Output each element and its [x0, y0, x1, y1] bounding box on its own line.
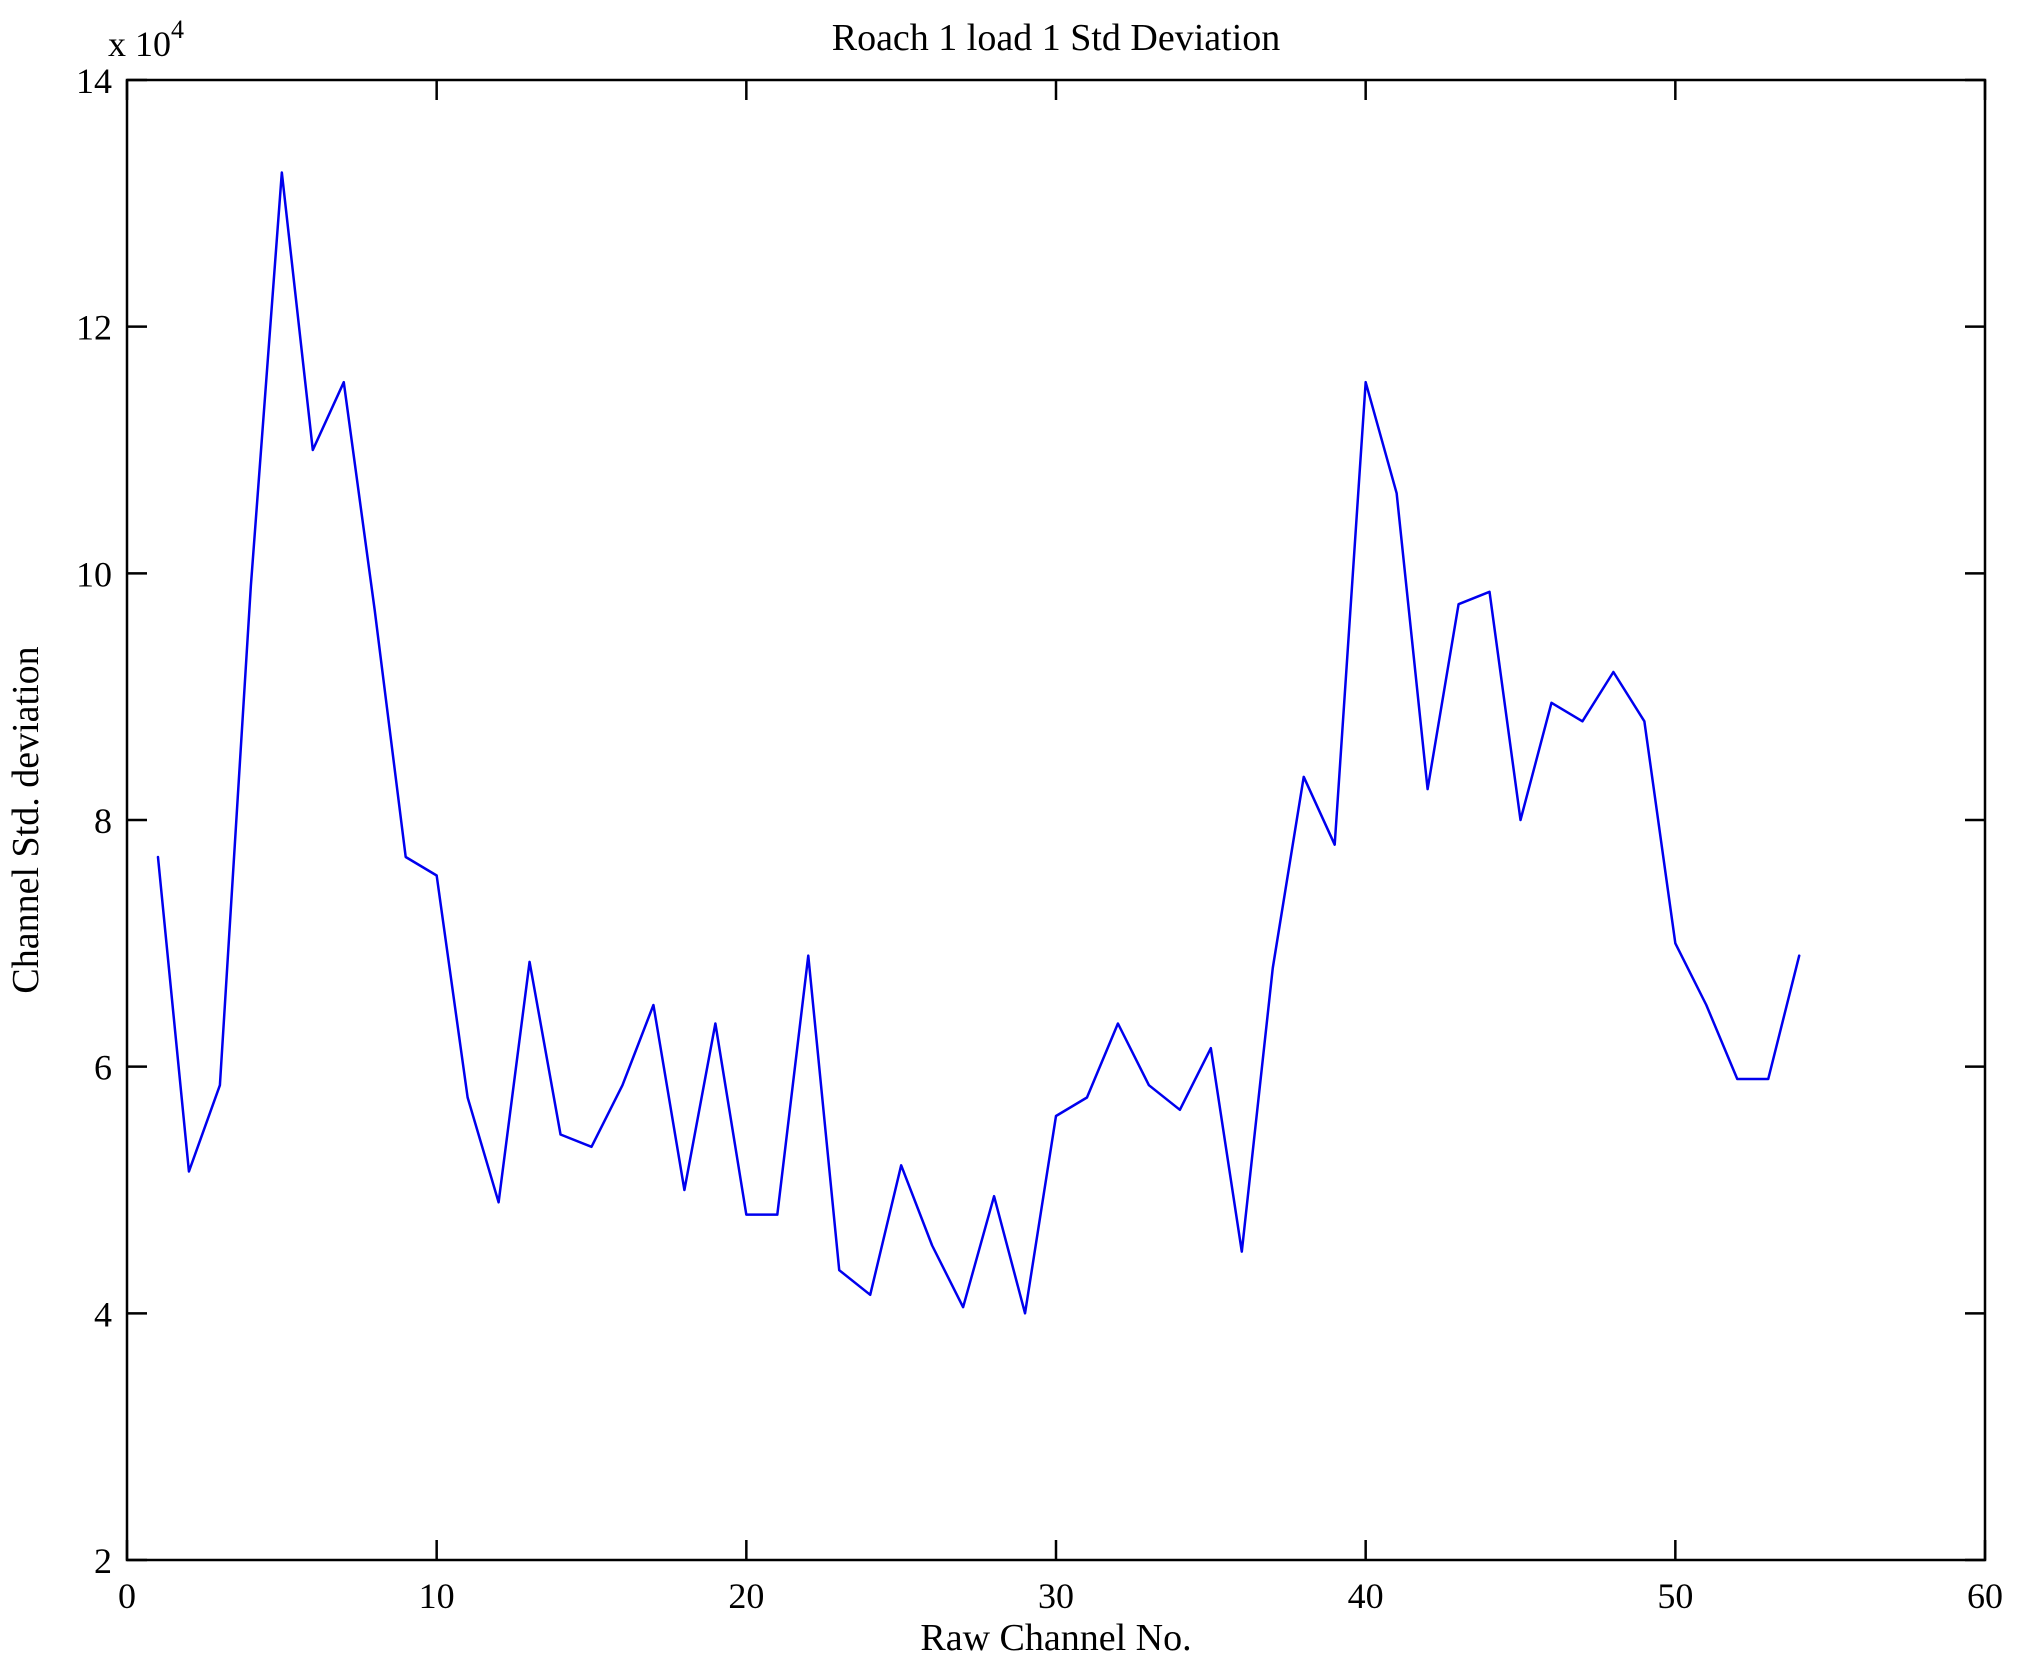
x-tick-label: 50: [1657, 1576, 1693, 1616]
x-tick-label: 40: [1348, 1576, 1384, 1616]
plot-area-border: [125, 78, 1987, 1562]
y-axis-multiplier-base: x 10: [108, 24, 171, 64]
y-tick-label: 12: [76, 308, 112, 348]
data-series-line: [156, 171, 1801, 1315]
y-axis-multiplier-exponent: 4: [171, 15, 184, 44]
axis-ticks: [125, 78, 1987, 1562]
x-tick-label: 0: [118, 1576, 136, 1616]
x-tick-label: 60: [1967, 1576, 2003, 1616]
x-tick-label: 20: [728, 1576, 764, 1616]
y-tick-label: 6: [94, 1048, 112, 1088]
y-tick-label: 8: [94, 801, 112, 841]
y-tick-label: 4: [94, 1294, 112, 1334]
chart-title: Roach 1 load 1 Std Deviation: [832, 17, 1281, 59]
y-axis-multiplier: x 104: [108, 15, 184, 64]
x-tick-label: 30: [1038, 1576, 1074, 1616]
y-tick-label: 14: [76, 61, 112, 101]
x-axis-label: Raw Channel No.: [920, 1617, 1191, 1659]
x-tick-label: 10: [419, 1576, 455, 1616]
y-tick-label: 2: [94, 1541, 112, 1581]
axis-tick-labels: 0 10 20 30 40 50 60 2 4 6 8 10 12 14: [76, 61, 2003, 1616]
y-axis-label: Channel Std. deviation: [5, 646, 47, 993]
y-tick-label: 10: [76, 554, 112, 594]
